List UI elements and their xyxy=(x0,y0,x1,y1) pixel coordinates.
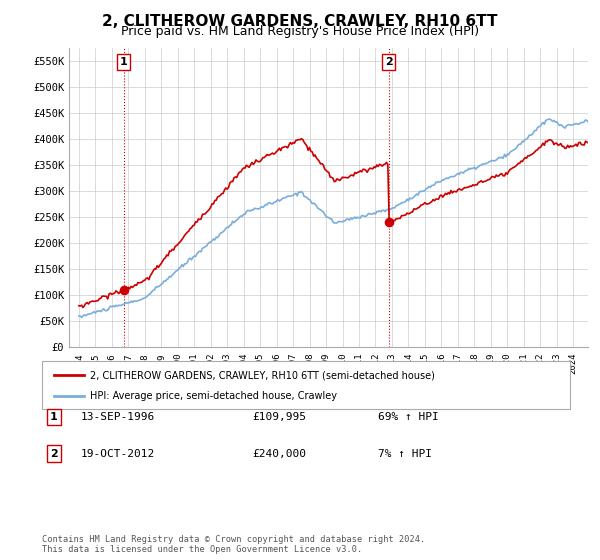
Text: 2, CLITHEROW GARDENS, CRAWLEY, RH10 6TT (semi-detached house): 2, CLITHEROW GARDENS, CRAWLEY, RH10 6TT … xyxy=(90,370,435,380)
Text: 2: 2 xyxy=(385,57,392,67)
Text: HPI: Average price, semi-detached house, Crawley: HPI: Average price, semi-detached house,… xyxy=(90,391,337,401)
Text: 19-OCT-2012: 19-OCT-2012 xyxy=(81,449,155,459)
Text: 1: 1 xyxy=(119,57,127,67)
Text: £240,000: £240,000 xyxy=(252,449,306,459)
Text: Price paid vs. HM Land Registry's House Price Index (HPI): Price paid vs. HM Land Registry's House … xyxy=(121,25,479,38)
Text: 2: 2 xyxy=(50,449,58,459)
Text: Contains HM Land Registry data © Crown copyright and database right 2024.
This d: Contains HM Land Registry data © Crown c… xyxy=(42,535,425,554)
Text: 2, CLITHEROW GARDENS, CRAWLEY, RH10 6TT: 2, CLITHEROW GARDENS, CRAWLEY, RH10 6TT xyxy=(102,14,498,29)
Text: 69% ↑ HPI: 69% ↑ HPI xyxy=(378,412,439,422)
Text: 1: 1 xyxy=(50,412,58,422)
Point xyxy=(384,218,394,227)
Text: 7% ↑ HPI: 7% ↑ HPI xyxy=(378,449,432,459)
Text: £109,995: £109,995 xyxy=(252,412,306,422)
Text: 13-SEP-1996: 13-SEP-1996 xyxy=(81,412,155,422)
Point xyxy=(119,286,128,295)
